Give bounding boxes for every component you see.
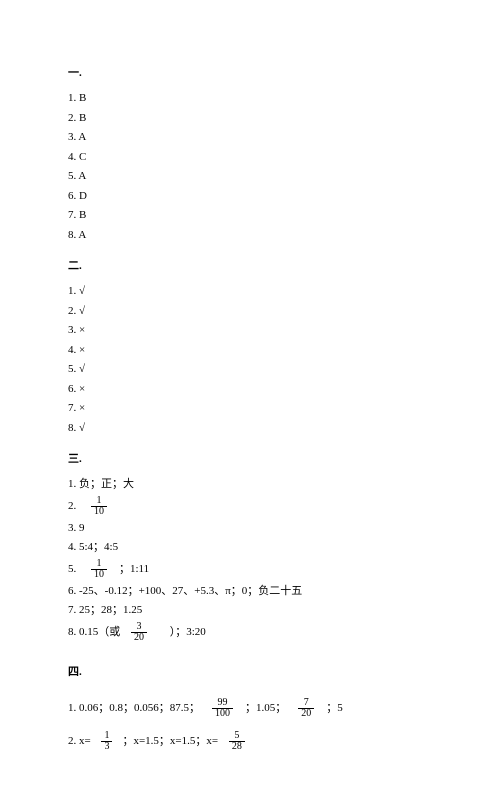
s4-l2a: 2. x= <box>68 735 93 747</box>
s2-item: 2. √ <box>68 303 432 320</box>
s4-l1a: 1. 0.06；0.8；0.056；87.5； <box>68 702 200 714</box>
s2-item: 3. × <box>68 322 432 339</box>
s1-item: 6. D <box>68 188 432 205</box>
fraction: 99100 <box>212 698 233 719</box>
s3-l8b: ）；3:20 <box>167 626 206 638</box>
s3-l6: 6. -25、-0.12；+100、27、+5.3、π；0；负二十五 <box>68 583 432 600</box>
s1-item: 5. A <box>68 168 432 185</box>
s3-l5b: ；1:11 <box>119 563 149 575</box>
section-2-title: 二. <box>68 257 432 273</box>
s1-item: 3. A <box>68 129 432 146</box>
fraction: 528 <box>229 731 245 752</box>
s4-l1c: ；5 <box>326 702 343 714</box>
s3-l3: 3. 9 <box>68 520 432 537</box>
s2-item: 1. √ <box>68 283 432 300</box>
s2-item: 8. √ <box>68 420 432 437</box>
s3-l1: 1. 负；正；大 <box>68 476 432 493</box>
fraction: 110 <box>91 496 107 517</box>
s3-l5: 5. 110 ；1:11 <box>68 559 432 580</box>
s1-item: 2. B <box>68 110 432 127</box>
s2-item: 4. × <box>68 342 432 359</box>
s1-item: 4. C <box>68 149 432 166</box>
fraction: 720 <box>298 698 314 719</box>
section-3-title: 三. <box>68 450 432 466</box>
s3-l7: 7. 25；28；1.25 <box>68 602 432 619</box>
s3-l2a: 2. <box>68 500 79 512</box>
s4-l1b: ；1.05； <box>245 702 286 714</box>
s3-l8a: 8. 0.15（或 <box>68 626 123 638</box>
s4-l2b: ；x=1.5；x=1.5；x= <box>122 735 220 747</box>
s3-l4: 4. 5:4；4:5 <box>68 539 432 556</box>
s2-item: 6. × <box>68 381 432 398</box>
fraction: 320 <box>131 622 147 643</box>
section-1-title: 一. <box>68 64 432 80</box>
s2-item: 7. × <box>68 400 432 417</box>
fraction: 13 <box>101 731 112 752</box>
s4-l2: 2. x= 13 ；x=1.5；x=1.5；x= 528 <box>68 731 432 752</box>
s3-l2: 2. 110 <box>68 496 432 517</box>
s1-item: 8. A <box>68 227 432 244</box>
s4-l1: 1. 0.06；0.8；0.056；87.5； 99100 ；1.05； 720 ；5 <box>68 698 432 719</box>
s1-item: 1. B <box>68 90 432 107</box>
s3-l8: 8. 0.15（或 320 ）；3:20 <box>68 622 432 643</box>
s1-item: 7. B <box>68 207 432 224</box>
s2-item: 5. √ <box>68 361 432 378</box>
fraction: 110 <box>91 559 107 580</box>
s3-l5a: 5. <box>68 563 79 575</box>
section-4-title: 四. <box>68 663 432 679</box>
answer-key-page: 一. 1. B 2. B 3. A 4. C 5. A 6. D 7. B 8.… <box>0 0 500 785</box>
